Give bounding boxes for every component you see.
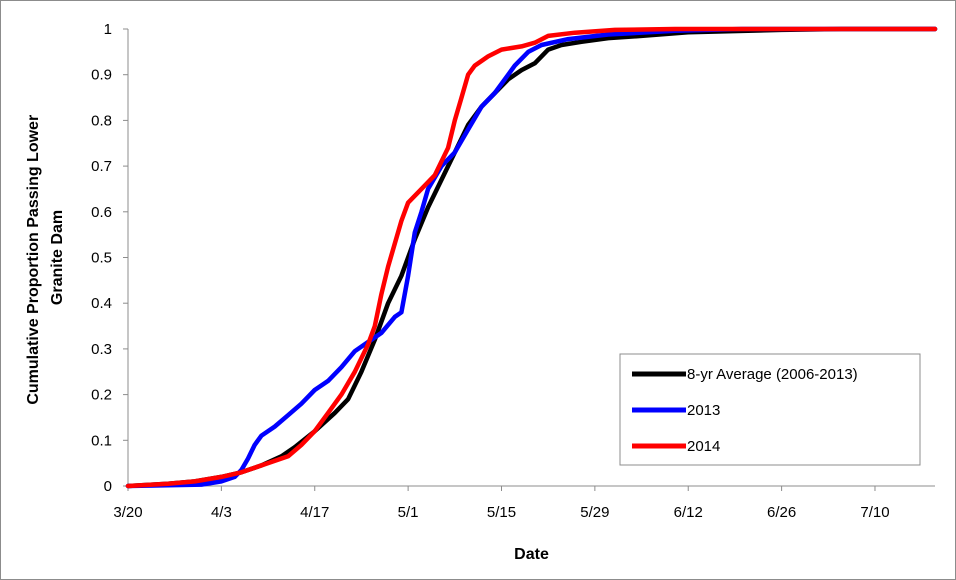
x-tick-label: 6/12 xyxy=(674,504,703,521)
y-tick-label: 1 xyxy=(104,21,112,38)
series-lines xyxy=(125,26,938,489)
y-tick-label: 0.5 xyxy=(91,250,112,267)
y-axis-title: Cumulative Proportion Passing Lower Gran… xyxy=(25,110,66,404)
y-tick-label: 0.8 xyxy=(91,112,112,129)
y-tick-label: 0.3 xyxy=(91,341,112,358)
y-tick-label: 0.9 xyxy=(91,67,112,84)
x-tick-label: 3/20 xyxy=(113,504,142,521)
x-tick-label: 4/3 xyxy=(211,504,232,521)
x-tick-label: 5/15 xyxy=(487,504,516,521)
y-axis-title-line-2: Granite Dam xyxy=(49,210,66,305)
y-tick-label: 0 xyxy=(104,478,112,495)
legend-label-1: 2013 xyxy=(687,402,720,419)
y-tick-label: 0.2 xyxy=(91,387,112,404)
y-tick-label: 0.7 xyxy=(91,158,112,175)
x-tick-label: 5/1 xyxy=(398,504,419,521)
legend-label-2: 2014 xyxy=(687,438,720,455)
x-tick-label: 4/17 xyxy=(300,504,329,521)
x-axis-title: Date xyxy=(514,546,549,563)
x-tick-label: 7/10 xyxy=(860,504,889,521)
legend-label-0: 8-yr Average (2006-2013) xyxy=(687,366,858,383)
y-axis-title-line-1: Cumulative Proportion Passing Lower xyxy=(25,115,42,405)
x-tick-label: 5/29 xyxy=(580,504,609,521)
legend: 8-yr Average (2006-2013) 2013 2014 xyxy=(619,353,921,466)
y-tick-label: 0.1 xyxy=(91,432,112,449)
series-line-2 xyxy=(125,26,938,489)
x-tick-label: 6/26 xyxy=(767,504,796,521)
axes: 0 0.1 0.2 0.3 0.4 0.5 0.6 0.7 0.8 0.9 1 3/20 4/3 4/17… xyxy=(91,21,935,521)
series-line-1 xyxy=(125,26,938,489)
y-tick-label: 0.6 xyxy=(91,204,112,221)
y-tick-label: 0.4 xyxy=(91,295,112,312)
